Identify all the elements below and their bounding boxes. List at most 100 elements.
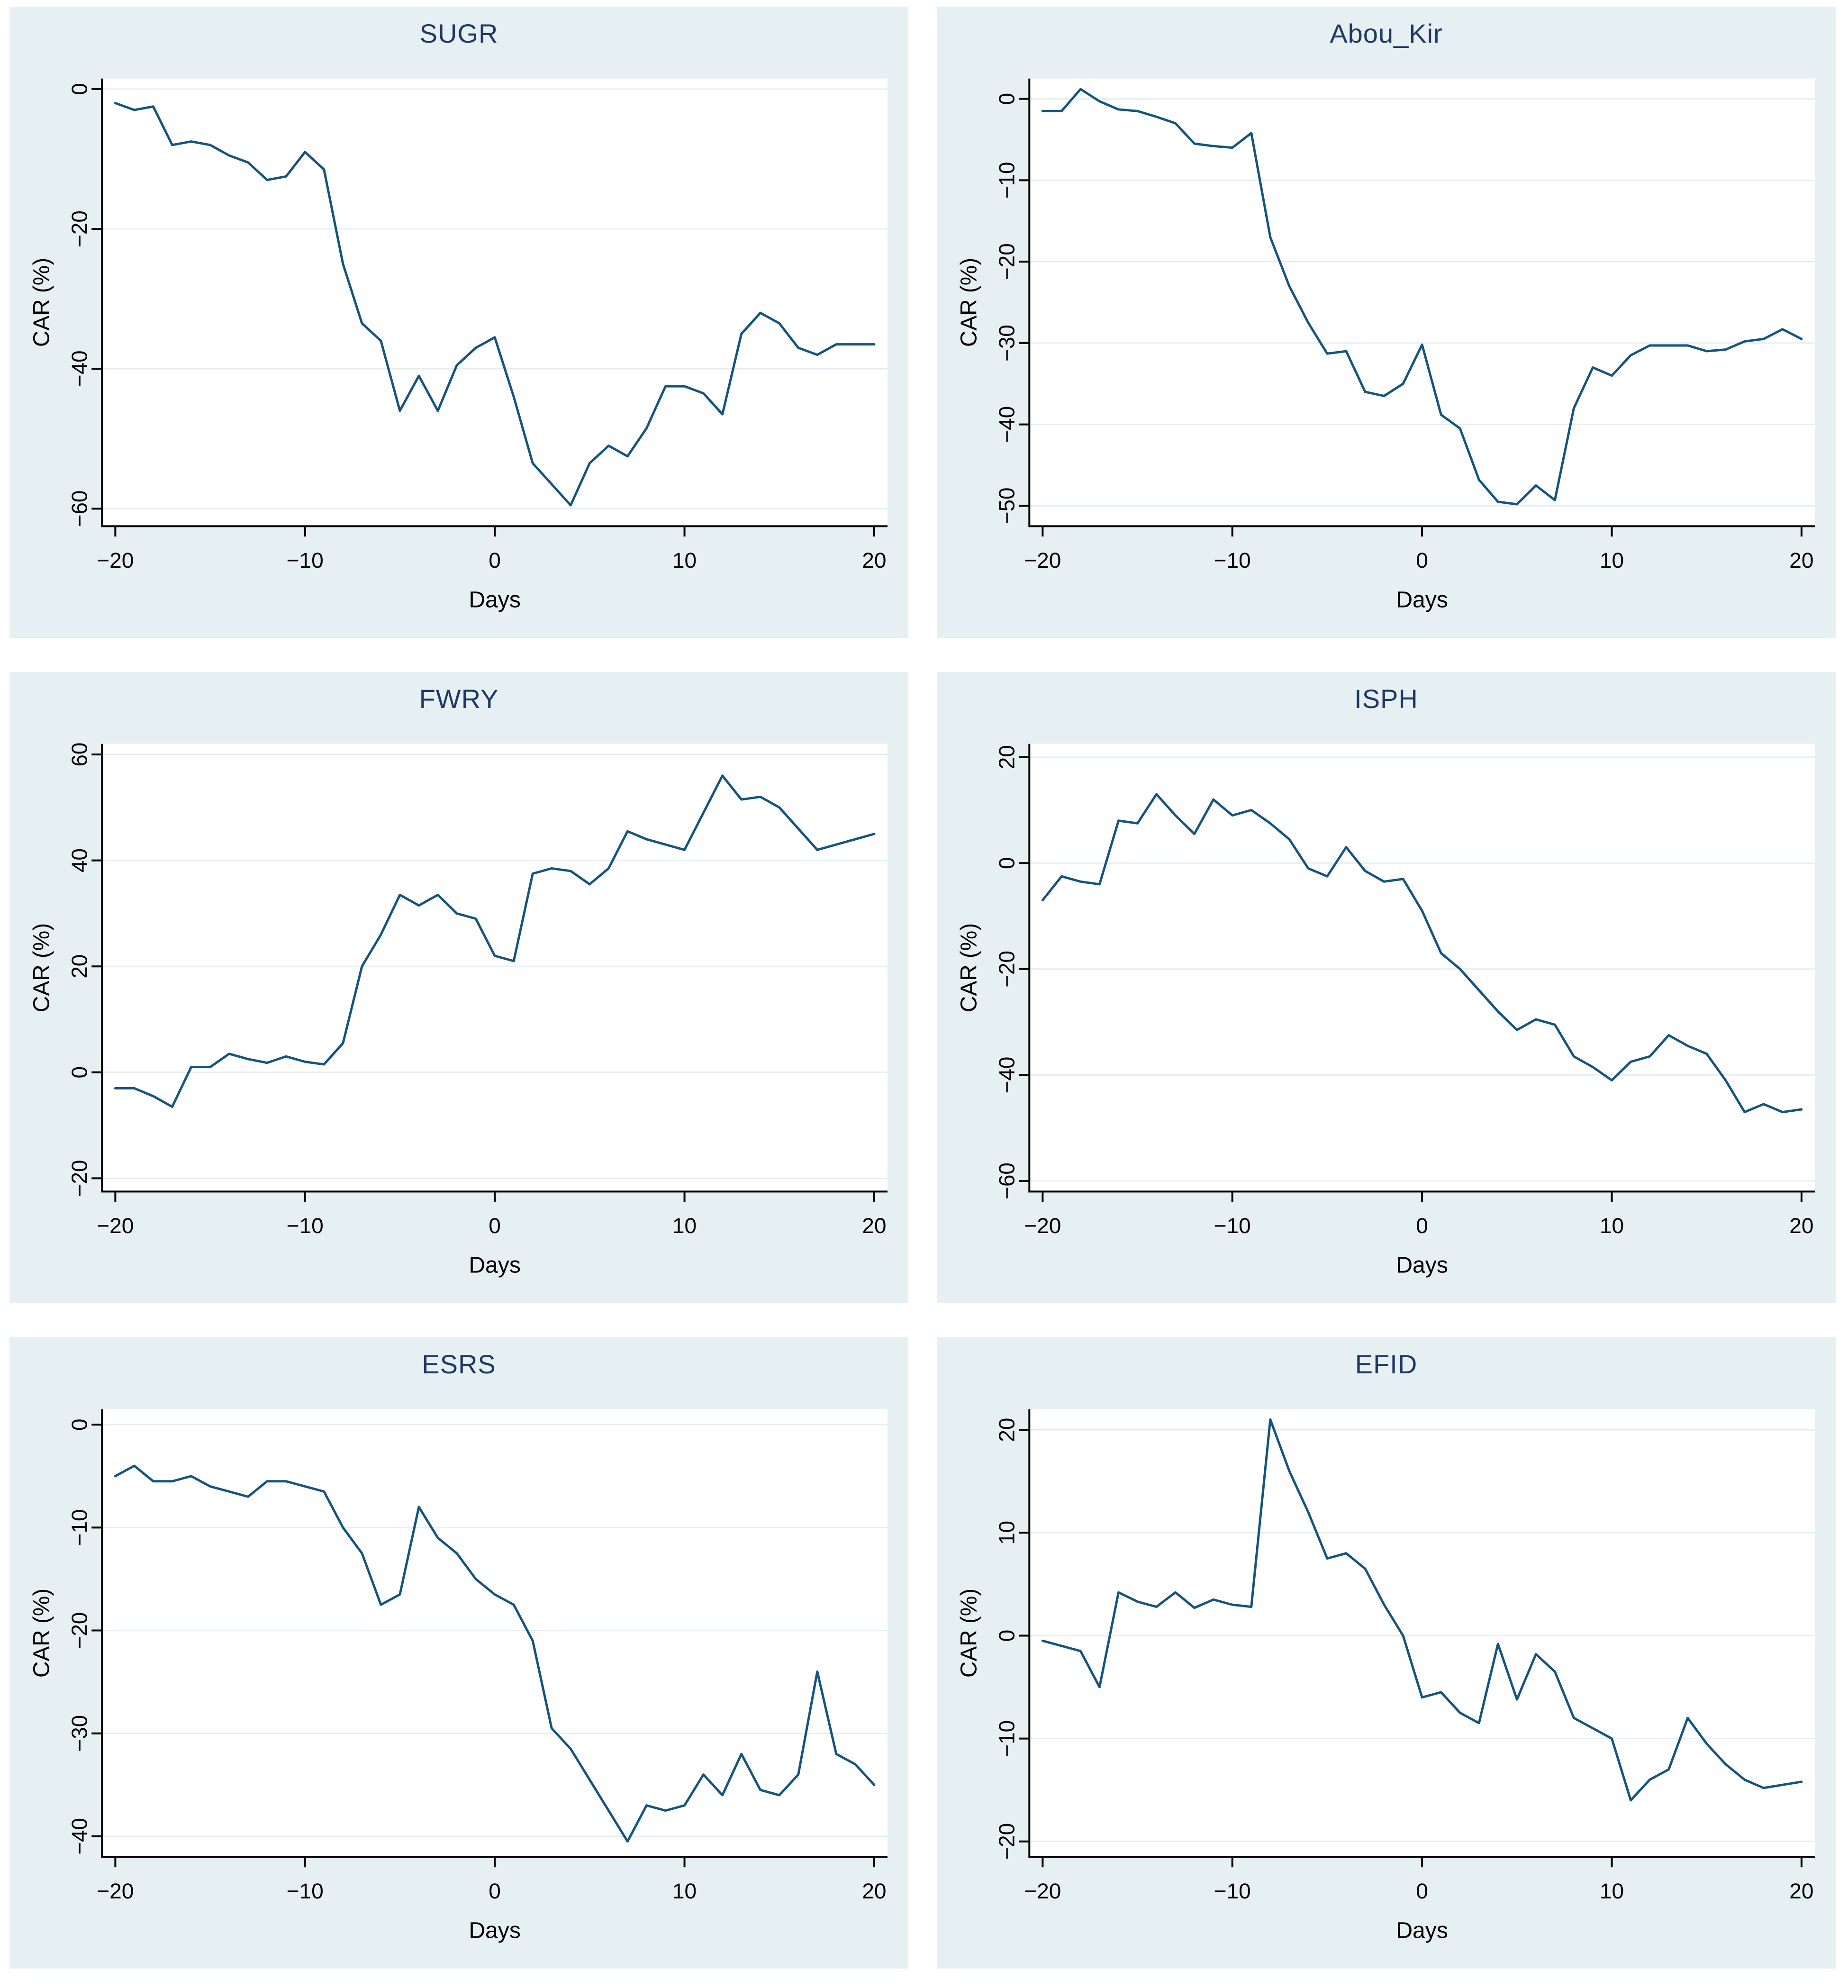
y-tick-label: −20 [994,1823,1019,1860]
x-axis-title: Days [469,1918,521,1943]
y-tick-label: 60 [67,743,91,767]
y-tick-label: 10 [994,1521,1019,1545]
chart-title-fwry: FWRY [419,684,499,714]
y-tick-label: −60 [67,490,91,527]
y-tick-label: −20 [67,210,91,247]
x-axis-title: Days [1396,588,1448,613]
x-tick-label: −10 [1214,548,1251,572]
y-tick-label: −30 [994,325,1019,362]
y-tick-label: 20 [67,954,91,979]
y-tick-label: −40 [67,350,91,387]
x-tick-label: 0 [489,548,501,572]
x-tick-label: 20 [1789,1213,1813,1238]
chart-panel-efid: EFID 20 10 0 −10 −20 −20 −10 0 10 20 CAR (%) Days [937,1337,1836,1969]
x-tick-label: 20 [1789,1879,1813,1903]
x-tick-label: −10 [287,1213,324,1238]
x-tick-label: 0 [489,1879,501,1903]
x-tick-label: −20 [1024,548,1061,572]
car-line [1041,1418,1803,1802]
y-tick-label: 0 [67,1419,91,1431]
chart-plot-fwry: 60 40 20 0 −20−20 −10 0 10 20 CAR (%) Days [29,743,888,1278]
x-tick-label: 0 [1416,1879,1428,1903]
y-tick-label: 20 [994,1418,1019,1442]
y-axis-title: CAR (%) [957,1589,982,1678]
y-axis-title: CAR (%) [957,258,982,347]
x-tick-label: −20 [97,1213,134,1238]
x-axis-title: Days [1396,1253,1448,1278]
y-axis-title: CAR (%) [957,923,982,1012]
y-tick-label: 0 [67,83,91,95]
chart-panel-esrs: ESRS 0 −10 −20 −30 −40 −20 −10 0 10 20 CAR (%) Days [9,1337,908,1969]
chart-panel-isph: ISPH 20 0 −20 −40 −60 −20 −10 0 10 20 CAR (%) Days [937,672,1836,1303]
x-tick-label: 10 [672,1879,697,1903]
chart-title-esrs: ESRS [422,1349,496,1379]
x-tick-label: 10 [1600,1213,1624,1238]
y-tick-label: −20 [994,243,1019,280]
x-tick-label: −20 [97,1879,134,1903]
y-tick-label: 40 [67,848,91,872]
x-axis-title: Days [469,1253,521,1278]
x-tick-label: 10 [1600,1879,1624,1903]
y-tick-label: 0 [994,93,1019,105]
y-tick-label: −20 [67,1160,91,1197]
x-tick-label: 20 [862,1213,886,1238]
x-tick-label: 0 [489,1213,501,1238]
x-tick-label: −10 [287,1879,324,1903]
car-line [114,774,876,1108]
y-tick-label: 0 [67,1066,91,1078]
y-tick-label: −50 [994,488,1019,525]
y-tick-label: −20 [67,1612,91,1649]
plot-background [1029,744,1815,1192]
chart-title-isph: ISPH [1354,684,1418,714]
chart-title-sugr: SUGR [419,18,498,48]
chart-title-abou-kir: Abou_Kir [1330,18,1443,48]
plot-background [102,1409,888,1857]
y-axis-title: CAR (%) [29,258,54,347]
x-tick-label: 10 [672,548,697,572]
y-axis-title: CAR (%) [29,1589,54,1678]
y-tick-label: 0 [994,1630,1019,1642]
x-tick-label: −20 [1024,1879,1061,1903]
plot-background [1029,78,1815,527]
x-tick-label: −20 [1024,1213,1061,1238]
y-tick-label: −60 [994,1162,1019,1199]
x-tick-label: 10 [672,1213,697,1238]
x-tick-label: 10 [1600,548,1624,572]
y-tick-label: −40 [994,406,1019,443]
plot-background [1029,1409,1815,1857]
chart-panel-fwry: FWRY 60 40 20 0 −20 −20 −10 0 10 20 CAR (%) Days [9,672,908,1303]
x-tick-label: 20 [862,1879,886,1903]
chart-title-efid: EFID [1355,1349,1418,1379]
car-line [1041,88,1803,506]
x-tick-label: −10 [287,548,324,572]
x-tick-label: 20 [1789,548,1813,572]
y-axis-title: CAR (%) [29,923,54,1012]
x-tick-label: −20 [97,548,134,572]
plot-background [102,78,888,527]
y-tick-label: 0 [994,857,1019,869]
chart-plot-efid: 20 10 0 −10 −20−20 −10 0 10 20 CAR (%) Days [957,1409,1815,1943]
x-tick-label: 20 [862,548,886,572]
car-line [114,101,876,507]
x-axis-title: Days [1396,1918,1448,1943]
x-tick-label: 0 [1416,548,1428,572]
chart-panel-abou-kir: Abou_Kir 0 −10 −20 −30 −40 −50 −20 −10 0 10 20 CAR … [937,7,1836,638]
y-tick-label: −10 [994,1720,1019,1757]
y-tick-label: −20 [994,951,1019,988]
chart-panel-sugr: SUGR 0 −20 −40 −60 −20 −10 0 10 20 CAR (%) Days [9,7,908,638]
y-tick-label: −40 [67,1818,91,1855]
y-tick-label: −30 [67,1715,91,1752]
y-tick-label: −40 [994,1057,1019,1094]
x-tick-label: −10 [1214,1879,1251,1903]
x-tick-label: −10 [1214,1213,1251,1238]
y-tick-label: −10 [994,162,1019,199]
plot-background [102,744,888,1192]
y-tick-label: −10 [67,1509,91,1546]
car-line [1041,793,1803,1114]
x-tick-label: 0 [1416,1213,1428,1238]
